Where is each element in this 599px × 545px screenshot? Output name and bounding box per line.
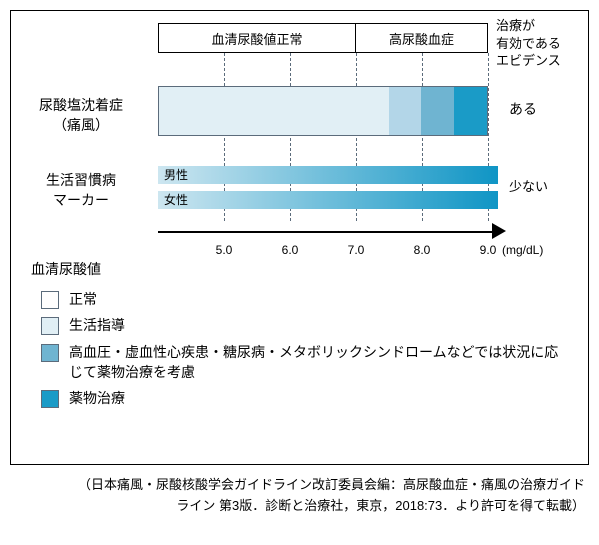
xtick-label: 9.0 [480, 243, 497, 257]
citation-line1: （日本痛風・尿酸核酸学会ガイドライン改訂委員会編：高尿酸血症・痛風の治療ガイド [14, 475, 585, 496]
legend-swatch [41, 390, 59, 408]
header-normal: 血清尿酸値正常 [158, 23, 356, 53]
evidence-label: 治療が 有効である エビデンス [496, 17, 599, 70]
header-row: 血清尿酸値正常 高尿酸血症 [158, 23, 488, 53]
lifestyle-right-label: 少ない [509, 176, 548, 195]
legend-text: 薬物治療 [69, 388, 125, 408]
axis-arrowhead [492, 223, 506, 239]
gout-label-1: 尿酸塩沈着症 [11, 96, 151, 116]
gout-segment [389, 87, 422, 135]
citation-line2: ライン 第3版．診断と治療社，東京，2018:73．より許可を得て転載） [14, 496, 585, 517]
axis-line [158, 231, 492, 233]
gout-segment [454, 87, 487, 135]
gout-bar [158, 86, 488, 136]
citation: （日本痛風・尿酸核酸学会ガイドライン改訂委員会編：高尿酸血症・痛風の治療ガイド … [14, 475, 585, 517]
gout-label-2: （痛風） [11, 116, 151, 136]
axis-label: 血清尿酸値 [31, 259, 101, 279]
legend-row: 正常 [41, 289, 569, 309]
xtick-label: 8.0 [414, 243, 431, 257]
legend-swatch [41, 291, 59, 309]
gout-segment [159, 87, 389, 135]
gout-row-label: 尿酸塩沈着症 （痛風） [11, 96, 151, 135]
axis-unit: (mg/dL) [502, 243, 543, 257]
lifestyle-label-1: 生活習慣病 [11, 171, 151, 191]
legend-text: 正常 [69, 289, 97, 309]
xtick-label: 7.0 [348, 243, 365, 257]
header-hyper: 高尿酸血症 [356, 23, 488, 53]
header-hyper-label: 高尿酸血症 [389, 29, 454, 48]
lifestyle-male-label: 男性 [164, 166, 188, 184]
evidence-line3: エビデンス [496, 52, 599, 70]
lifestyle-label-2: マーカー [11, 191, 151, 211]
lifestyle-male-bar: 男性 [158, 166, 498, 184]
evidence-line1: 治療が [496, 17, 599, 35]
lifestyle-female-bar: 女性 [158, 191, 498, 209]
legend-swatch [41, 344, 59, 362]
chart-area: 血清尿酸値正常 高尿酸血症 治療が 有効である エビデンス 尿酸塩沈着症 （痛風… [11, 11, 588, 271]
legend-row: 薬物治療 [41, 388, 569, 408]
lifestyle-row-label: 生活習慣病 マーカー [11, 171, 151, 210]
legend-text: 生活指導 [69, 315, 125, 335]
gout-right-label: ある [509, 99, 537, 119]
legend-swatch [41, 317, 59, 335]
xtick-label: 5.0 [216, 243, 233, 257]
legend-row: 生活指導 [41, 315, 569, 335]
header-normal-label: 血清尿酸値正常 [211, 29, 302, 48]
diagram-frame: 血清尿酸値正常 高尿酸血症 治療が 有効である エビデンス 尿酸塩沈着症 （痛風… [10, 10, 589, 465]
lifestyle-female-label: 女性 [164, 191, 188, 209]
gout-segment [421, 87, 454, 135]
legend: 正常生活指導高血圧・虚血性心疾患・糖尿病・メタボリックシンドロームなどでは状況に… [41, 289, 569, 414]
legend-row: 高血圧・虚血性心疾患・糖尿病・メタボリックシンドロームなどでは状況に応じて薬物治… [41, 342, 569, 383]
xtick-label: 6.0 [282, 243, 299, 257]
evidence-line2: 有効である [496, 35, 599, 53]
legend-text: 高血圧・虚血性心疾患・糖尿病・メタボリックシンドロームなどでは状況に応じて薬物治… [69, 342, 569, 383]
